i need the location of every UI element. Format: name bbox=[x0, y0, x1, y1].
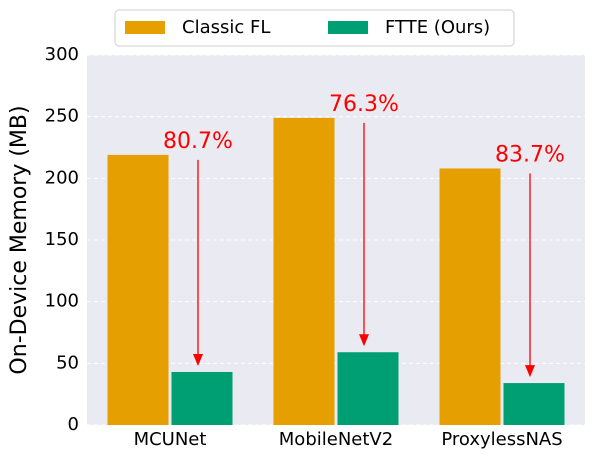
legend-label: FTTE (Ours) bbox=[385, 17, 490, 38]
y-tick-label: 300 bbox=[45, 44, 79, 65]
x-tick-label: MCUNet bbox=[134, 429, 207, 450]
y-tick-label: 0 bbox=[68, 414, 79, 435]
bar bbox=[107, 154, 169, 425]
annotation: 80.7% bbox=[163, 129, 233, 154]
x-tick-label: MobileNetV2 bbox=[279, 429, 393, 450]
y-tick-label: 200 bbox=[45, 167, 79, 188]
bar bbox=[171, 371, 233, 425]
bar bbox=[439, 168, 501, 425]
y-tick-label: 100 bbox=[45, 291, 79, 312]
y-tick-label: 150 bbox=[45, 229, 79, 250]
annotation: 76.3% bbox=[329, 92, 399, 117]
bar bbox=[273, 117, 335, 426]
legend-swatch bbox=[328, 21, 368, 34]
legend-label: Classic FL bbox=[182, 17, 270, 38]
y-tick-label: 50 bbox=[56, 352, 79, 373]
bar bbox=[337, 352, 399, 425]
legend bbox=[114, 9, 515, 47]
arrow-head bbox=[525, 365, 535, 378]
y-tick-label: 250 bbox=[45, 106, 79, 127]
arrow-head bbox=[359, 334, 369, 347]
bar bbox=[503, 383, 565, 425]
arrow-head bbox=[193, 353, 203, 366]
legend-swatch bbox=[125, 21, 165, 34]
x-tick-label: ProxylessNAS bbox=[441, 429, 562, 450]
annotation: 83.7% bbox=[495, 142, 565, 167]
y-axis-label: On-Device Memory (MB) bbox=[7, 105, 32, 374]
